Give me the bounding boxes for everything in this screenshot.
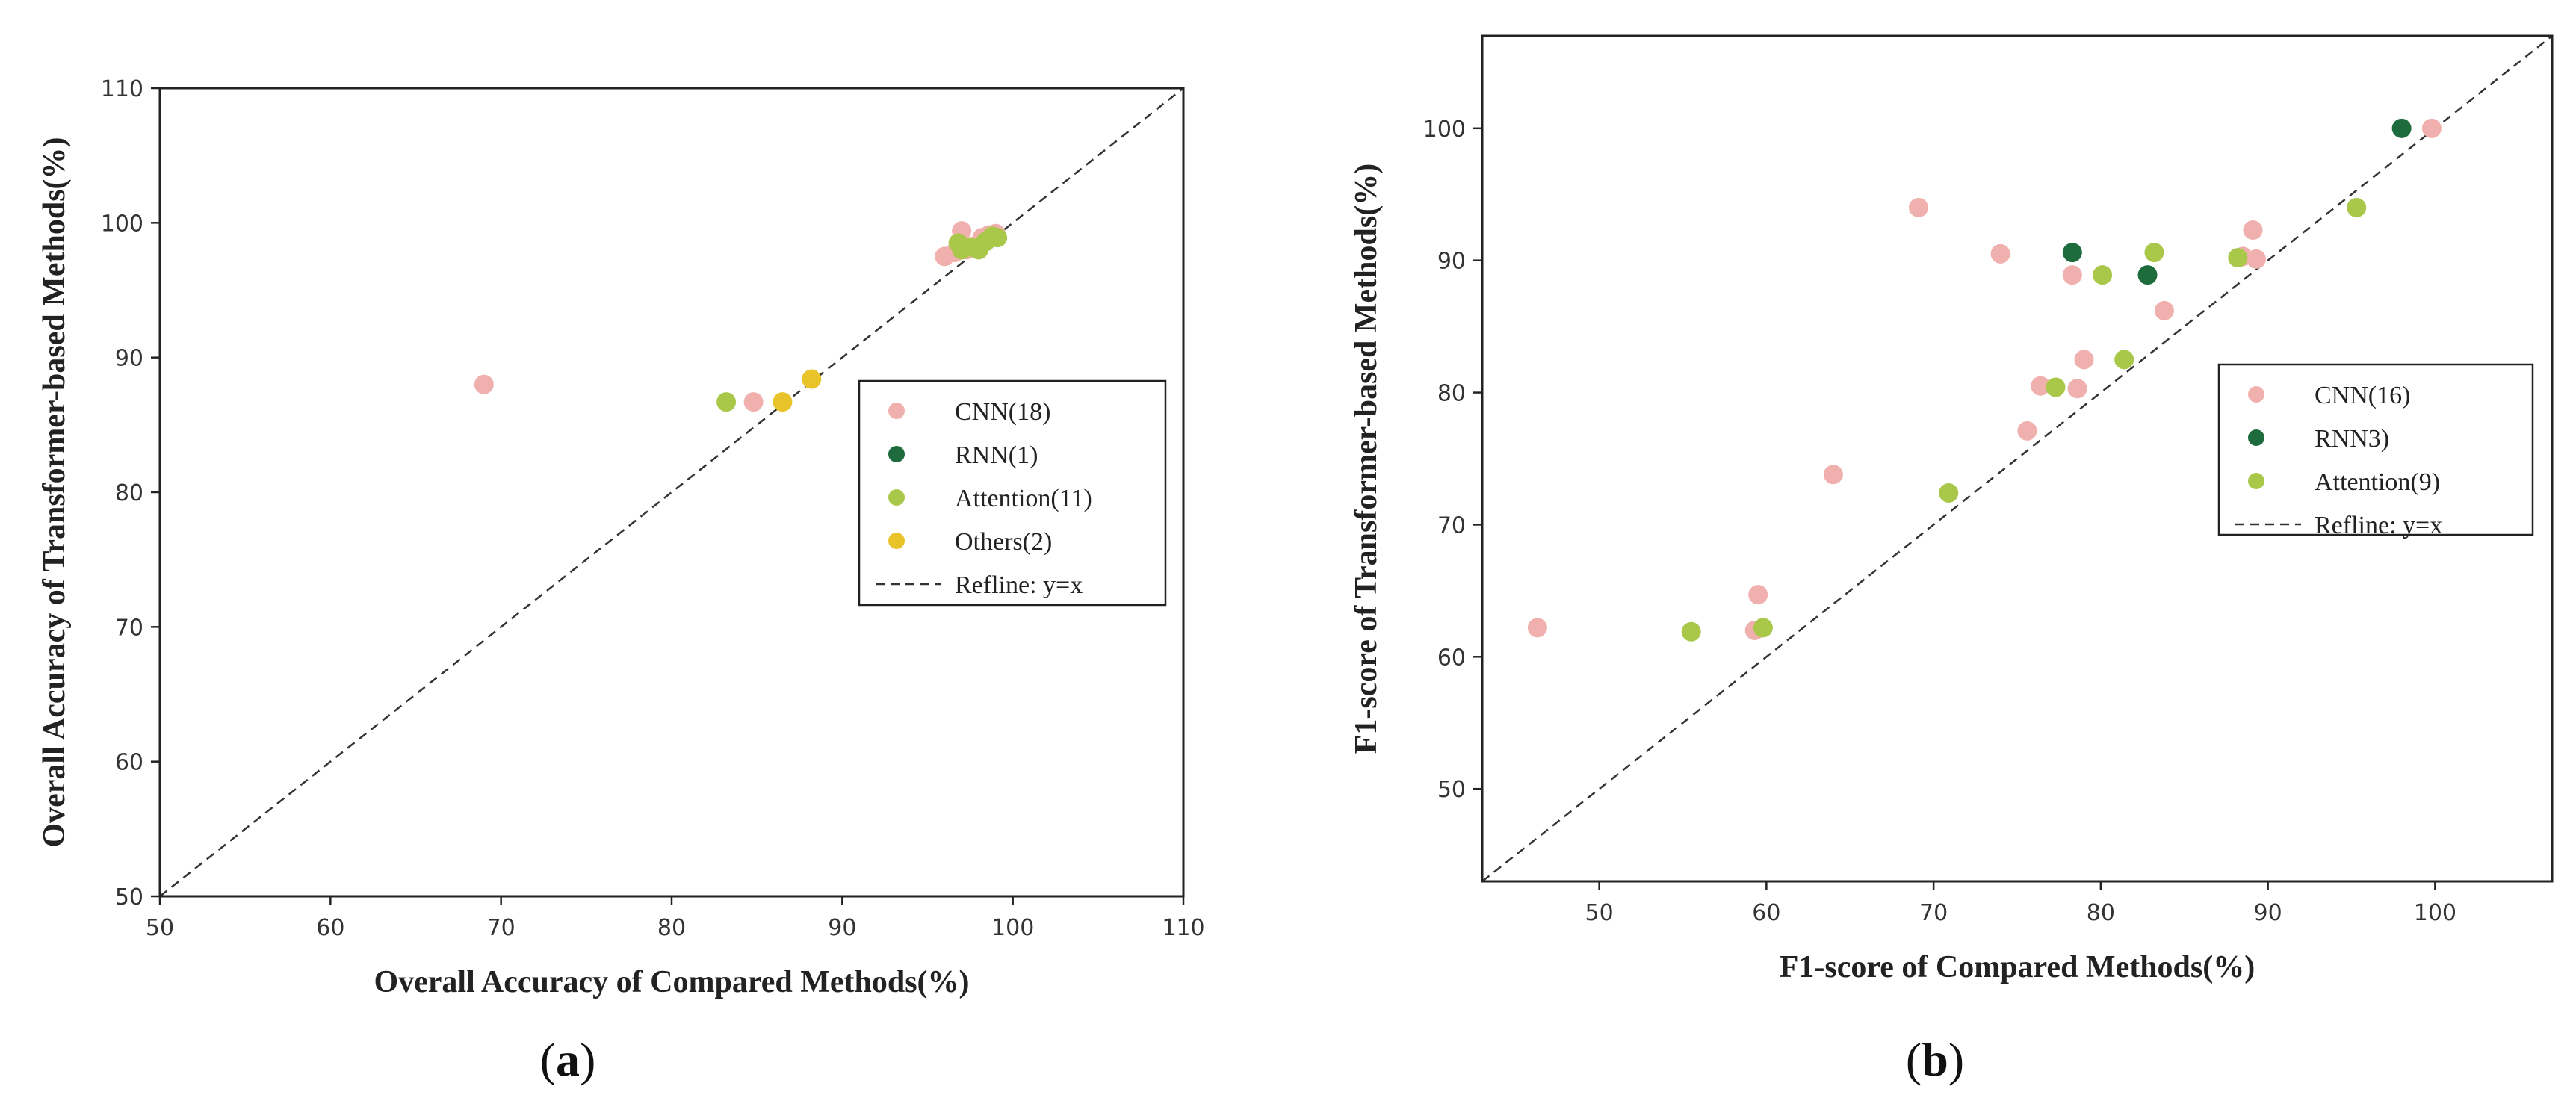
panel-b-point-attention9-5 xyxy=(2114,350,2134,370)
panel-b-legend-marker xyxy=(2248,473,2264,489)
panel-a-y-tick-label: 110 xyxy=(101,76,143,102)
panel-b-x-tick-label: 90 xyxy=(2254,900,2282,926)
panel-b-legend-label: CNN(16) xyxy=(2315,382,2410,409)
panel-b-legend-label: Attention(9) xyxy=(2315,468,2440,496)
panel-a-refline xyxy=(159,87,1184,897)
panel-a-marks xyxy=(159,87,1184,897)
panel-b: 50 60 70 80 90 100 50 60 70 80 90 100 F1-score of C… xyxy=(1349,34,2554,1086)
panel-b-point-rnn3-2 xyxy=(2391,118,2412,138)
panel-b-point-attention9-6 xyxy=(2144,243,2164,263)
panel-a-y-axis-label: Overall Accuracy of Transformer-based Me… xyxy=(37,137,72,847)
panel-a-legend-box xyxy=(858,379,1167,607)
panel-a-y-tick-label: 50 xyxy=(115,884,143,911)
panel-b-x-tick-label: 80 xyxy=(2087,900,2115,926)
panel-a-point-attention11-7 xyxy=(988,228,1008,248)
panel-a-legend-label: CNN(18) xyxy=(955,398,1050,426)
panel-b-legend: CNN(16) RNN3) Attention(9) Refline: y=x xyxy=(2217,363,2534,539)
panel-a-y-tick-label: 90 xyxy=(115,346,143,372)
panel-b-caption: (b) xyxy=(1906,1033,1964,1086)
panel-a-x-tick-label: 60 xyxy=(316,915,344,941)
panel-b-y-tick-label: 100 xyxy=(1423,117,1466,143)
panel-a-legend-marker xyxy=(888,446,905,462)
panel-b-point-attention9-3 xyxy=(2046,377,2066,397)
panel-b-point-attention9-4 xyxy=(2093,265,2113,285)
panel-b-legend-marker xyxy=(2248,429,2264,446)
panel-a-legend-marker xyxy=(888,533,905,549)
panel-a-legend-label: Attention(11) xyxy=(955,485,1092,512)
panel-a-ticks: 50 60 70 80 90 100 110 50 60 70 80 90 100 110 xyxy=(101,76,1205,941)
panel-b-marks xyxy=(1481,35,2553,882)
panel-b-point-attention9-2 xyxy=(1939,483,1959,503)
panel-a-legend-label: RNN(1) xyxy=(955,441,1038,469)
panel-a-point-cnn18-1 xyxy=(743,392,764,412)
panel-b-refline xyxy=(1481,35,2553,882)
panel-b-x-tick-label: 70 xyxy=(1919,900,1948,926)
panel-b-y-tick-label: 70 xyxy=(1437,512,1466,539)
panel-b-x-tick-label: 50 xyxy=(1585,900,1614,926)
panel-a-x-axis-label: Overall Accuracy of Compared Methods(%) xyxy=(374,965,969,999)
panel-b-x-tick-label: 100 xyxy=(2414,900,2456,926)
panel-b-y-tick-label: 80 xyxy=(1437,381,1466,407)
panel-a-y-tick-label: 70 xyxy=(115,615,143,641)
panel-a-y-tick-label: 60 xyxy=(115,750,143,776)
panel-a-x-tick-label: 80 xyxy=(657,915,686,941)
panel-a-legend-refline-label: Refline: y=x xyxy=(955,571,1083,599)
panel-b-point-cnn16-0 xyxy=(1527,618,1547,638)
panel-b-legend-refline-label: Refline: y=x xyxy=(2315,512,2442,539)
panel-a-x-tick-label: 50 xyxy=(146,915,174,941)
panel-b-point-cnn16-3 xyxy=(1823,465,1843,485)
panel-b-point-cnn16-5 xyxy=(1990,243,2010,264)
panel-b-y-tick-label: 60 xyxy=(1437,645,1466,671)
panel-b-point-attention9-1 xyxy=(1753,618,1773,638)
panel-b-x-axis-label: F1-score of Compared Methods(%) xyxy=(1780,950,2255,984)
panel-a-y-tick-label: 100 xyxy=(101,211,143,237)
panel-b-point-attention9-0 xyxy=(1681,621,1701,642)
panel-a-legend: CNN(18) RNN(1) Attention(11) Others(2) Refli… xyxy=(858,379,1167,607)
panel-b-point-cnn16-7 xyxy=(2031,376,2051,396)
panel-a-caption: (a) xyxy=(540,1033,596,1086)
panel-a-point-others2-1 xyxy=(802,369,822,389)
panel-b-point-cnn16-11 xyxy=(2154,300,2174,320)
panel-a-legend-label: Others(2) xyxy=(955,528,1052,556)
panel-b-point-cnn16-12 xyxy=(2243,220,2263,241)
panel-a-x-tick-label: 70 xyxy=(487,915,515,941)
panel-b-legend-box xyxy=(2217,363,2534,536)
panel-a-x-tick-label: 100 xyxy=(991,915,1034,941)
panel-a-y-tick-label: 80 xyxy=(115,480,143,506)
panel-b-point-attention9-8 xyxy=(2347,197,2367,217)
panel-b-legend-label: RNN3) xyxy=(2315,425,2389,453)
panel-b-point-cnn16-1 xyxy=(1748,585,1768,605)
panel-b-point-rnn3-1 xyxy=(2137,265,2158,285)
panel-a-legend-marker xyxy=(888,489,905,506)
panel-a-point-others2-0 xyxy=(773,392,793,412)
panel-b-point-cnn16-9 xyxy=(2062,265,2082,285)
panel-a-point-attention11-0 xyxy=(716,392,737,412)
panel-b-point-cnn16-8 xyxy=(2067,379,2087,399)
panel-b-point-rnn3-0 xyxy=(2062,243,2082,263)
panel-b-point-cnn16-4 xyxy=(1908,197,1928,217)
panel-a-x-tick-label: 110 xyxy=(1162,915,1204,941)
panel-b-point-attention9-7 xyxy=(2228,248,2248,268)
panel-b-ticks: 50 60 70 80 90 100 50 60 70 80 90 100 xyxy=(1423,117,2456,926)
panel-b-point-cnn16-10 xyxy=(2074,350,2094,370)
panel-b-point-cnn16-14 xyxy=(2421,118,2442,138)
panel-a-point-cnn18-0 xyxy=(474,374,494,394)
panel-b-point-cnn16-6 xyxy=(2017,421,2037,441)
panel-a-x-tick-label: 90 xyxy=(828,915,856,941)
panel-b-legend-marker xyxy=(2248,386,2264,403)
panel-a-legend-marker xyxy=(888,403,905,419)
panel-a: 50 60 70 80 90 100 110 50 60 70 80 90 100 110 Overall… xyxy=(37,76,1205,1086)
panel-b-y-axis-label: F1-score of Transformer-based Methods(%) xyxy=(1349,164,1384,754)
panel-b-plot-frame xyxy=(1481,34,2554,883)
panel-b-y-tick-label: 50 xyxy=(1437,777,1466,803)
panel-b-y-tick-label: 90 xyxy=(1437,249,1466,275)
panel-b-x-tick-label: 60 xyxy=(1752,900,1780,926)
